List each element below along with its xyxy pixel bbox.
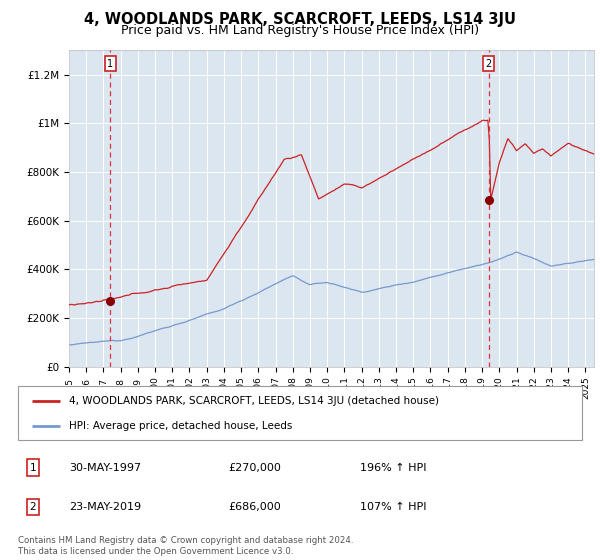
Text: 2: 2 xyxy=(29,502,37,512)
Text: £270,000: £270,000 xyxy=(228,463,281,473)
Text: 4, WOODLANDS PARK, SCARCROFT, LEEDS, LS14 3JU: 4, WOODLANDS PARK, SCARCROFT, LEEDS, LS1… xyxy=(84,12,516,27)
Text: 1: 1 xyxy=(107,59,113,69)
Text: 196% ↑ HPI: 196% ↑ HPI xyxy=(360,463,427,473)
Text: 30-MAY-1997: 30-MAY-1997 xyxy=(69,463,141,473)
Text: Price paid vs. HM Land Registry's House Price Index (HPI): Price paid vs. HM Land Registry's House … xyxy=(121,24,479,37)
Text: £686,000: £686,000 xyxy=(228,502,281,512)
Text: 2: 2 xyxy=(486,59,492,69)
Text: 4, WOODLANDS PARK, SCARCROFT, LEEDS, LS14 3JU (detached house): 4, WOODLANDS PARK, SCARCROFT, LEEDS, LS1… xyxy=(69,396,439,407)
Text: 107% ↑ HPI: 107% ↑ HPI xyxy=(360,502,427,512)
FancyBboxPatch shape xyxy=(18,386,582,440)
Text: 1: 1 xyxy=(29,463,37,473)
Text: HPI: Average price, detached house, Leeds: HPI: Average price, detached house, Leed… xyxy=(69,421,292,431)
Text: Contains HM Land Registry data © Crown copyright and database right 2024.
This d: Contains HM Land Registry data © Crown c… xyxy=(18,536,353,556)
Text: 23-MAY-2019: 23-MAY-2019 xyxy=(69,502,141,512)
